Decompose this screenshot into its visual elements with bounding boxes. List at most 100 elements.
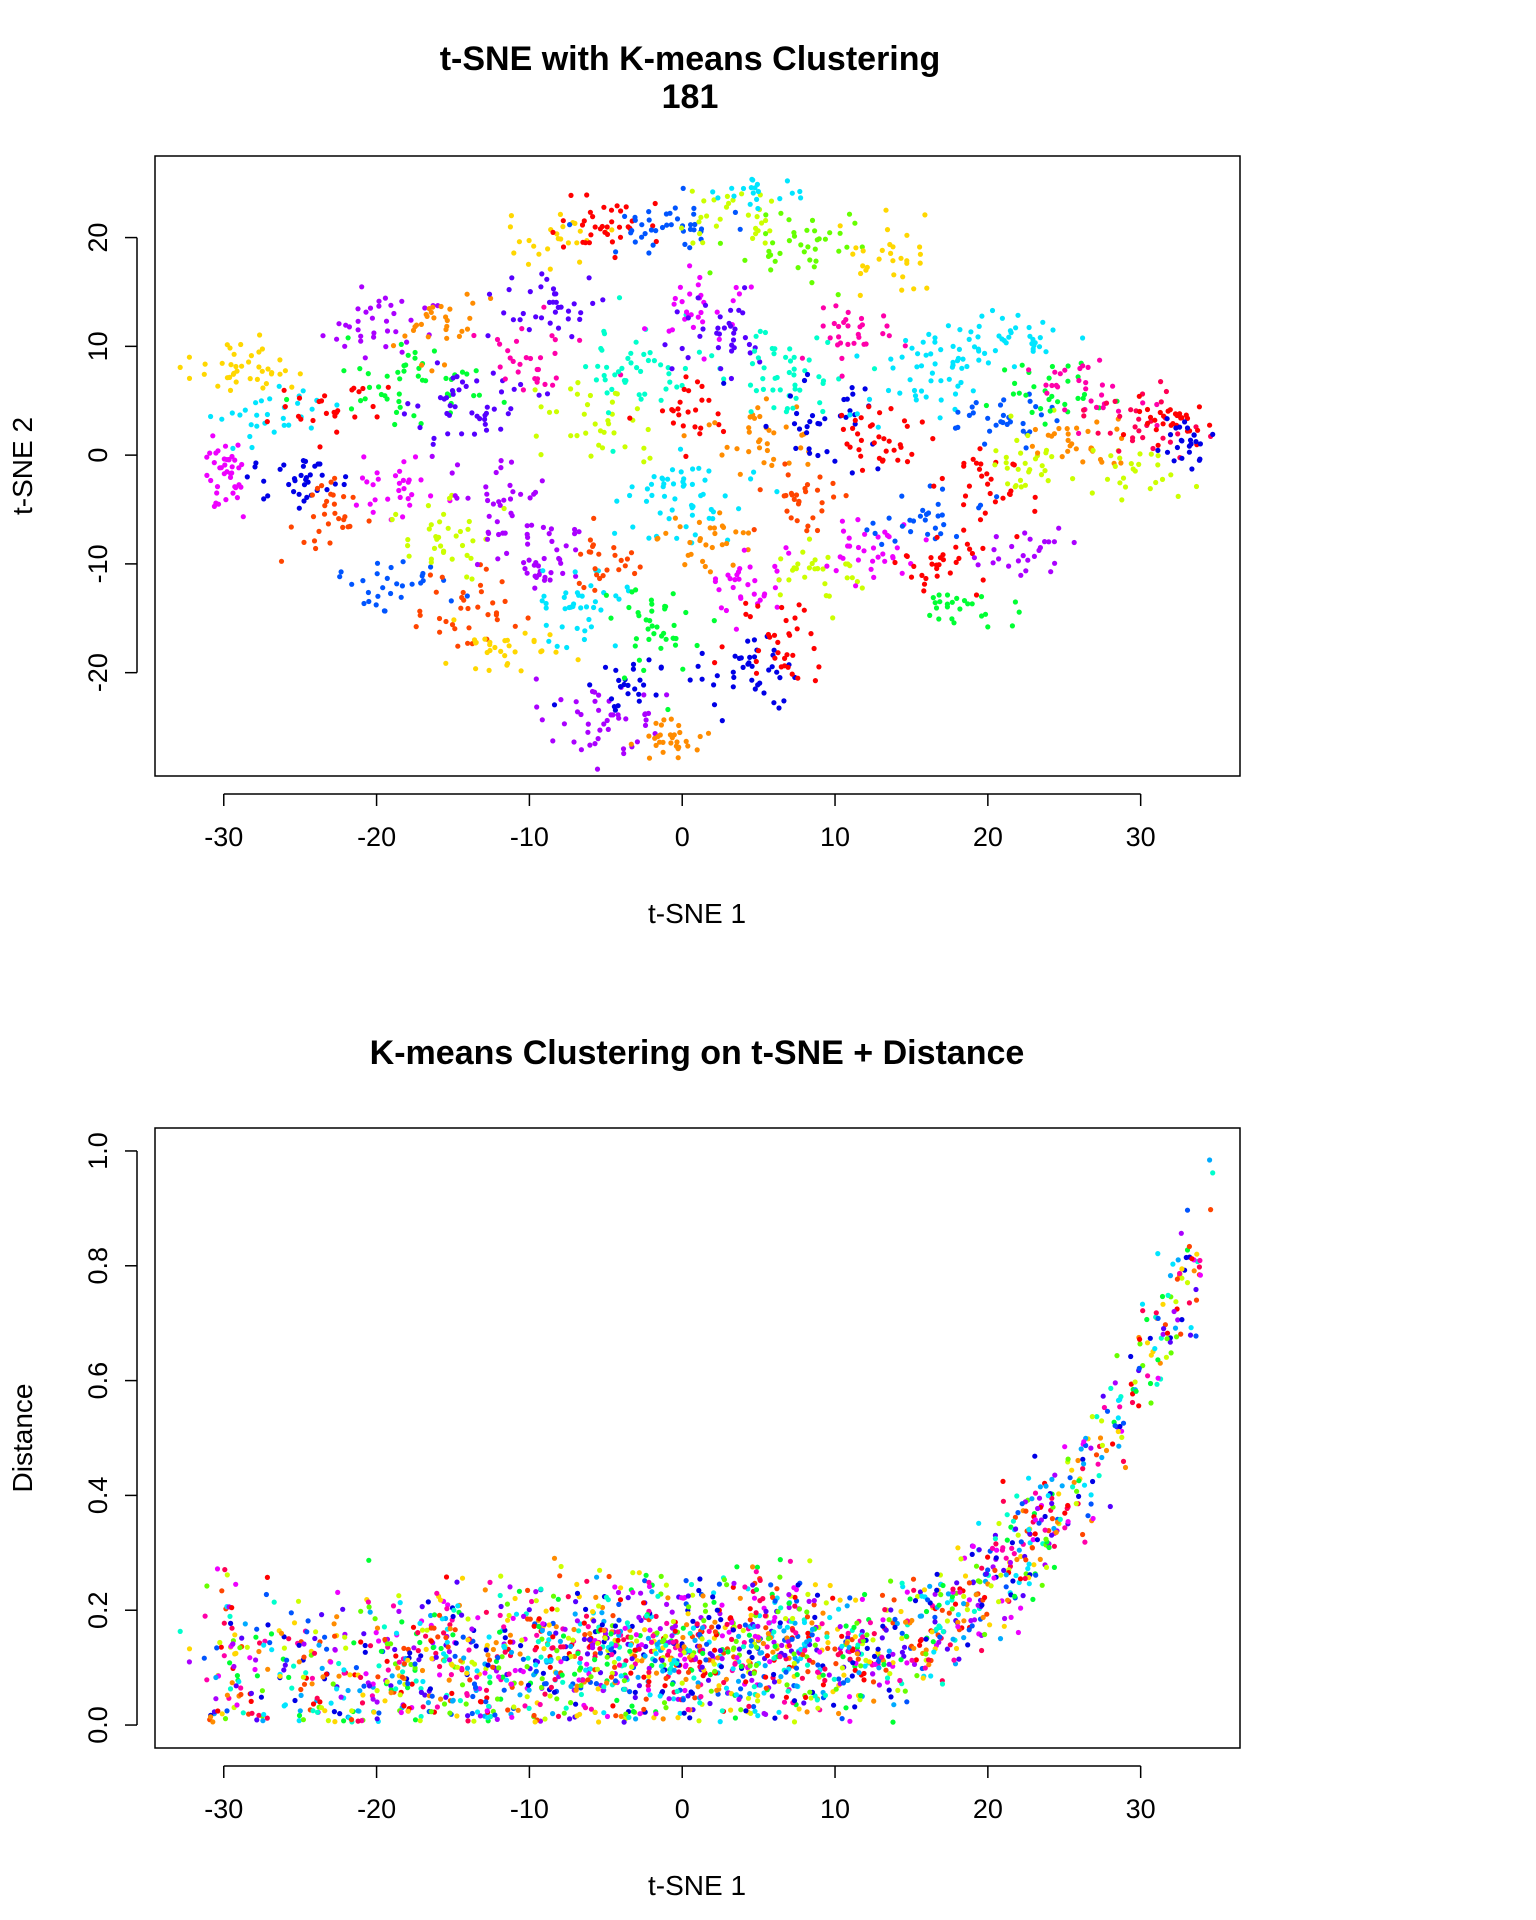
data-point bbox=[465, 1637, 471, 1643]
data-point bbox=[436, 615, 443, 622]
data-point bbox=[376, 303, 382, 309]
data-point bbox=[795, 561, 801, 567]
data-point bbox=[358, 398, 364, 404]
data-point bbox=[545, 1642, 551, 1648]
data-point bbox=[772, 375, 778, 381]
data-point bbox=[543, 1608, 549, 1614]
data-point bbox=[532, 1719, 538, 1725]
data-point bbox=[1099, 1418, 1105, 1424]
data-point bbox=[506, 287, 512, 293]
data-point bbox=[760, 1640, 767, 1647]
data-point bbox=[1001, 1567, 1007, 1573]
data-point bbox=[223, 497, 229, 503]
data-point bbox=[677, 1710, 683, 1716]
data-point bbox=[405, 1681, 411, 1687]
data-point bbox=[935, 513, 941, 519]
data-point bbox=[836, 323, 842, 330]
data-point bbox=[441, 511, 447, 517]
data-point bbox=[574, 709, 581, 715]
data-point bbox=[555, 325, 562, 331]
data-point bbox=[532, 387, 538, 393]
data-point bbox=[553, 649, 559, 655]
data-point bbox=[778, 1674, 784, 1680]
data-point bbox=[412, 324, 418, 330]
data-point bbox=[1170, 1261, 1176, 1267]
data-point bbox=[307, 472, 313, 478]
data-point bbox=[515, 369, 521, 375]
data-point bbox=[923, 537, 929, 543]
data-point bbox=[777, 387, 783, 393]
data-point bbox=[540, 568, 546, 574]
data-point bbox=[653, 1711, 659, 1717]
data-point bbox=[374, 1716, 380, 1722]
data-point bbox=[548, 526, 555, 532]
data-point bbox=[575, 380, 581, 386]
data-point bbox=[456, 333, 462, 339]
data-point bbox=[1032, 426, 1038, 433]
data-point bbox=[871, 440, 877, 446]
data-point bbox=[665, 476, 671, 482]
data-point bbox=[538, 1654, 544, 1660]
data-point bbox=[980, 577, 986, 583]
data-point bbox=[441, 1630, 447, 1636]
data-point bbox=[751, 527, 757, 533]
data-point bbox=[796, 602, 802, 608]
data-point bbox=[231, 351, 237, 357]
data-point bbox=[550, 1645, 556, 1651]
data-point bbox=[584, 402, 591, 408]
data-point bbox=[523, 355, 529, 361]
data-point bbox=[805, 244, 811, 250]
data-point bbox=[710, 189, 716, 195]
data-point bbox=[407, 1650, 413, 1656]
data-point bbox=[572, 1671, 578, 1677]
data-point bbox=[447, 1710, 453, 1716]
data-point bbox=[343, 1645, 349, 1651]
data-point bbox=[966, 412, 973, 418]
data-point bbox=[256, 349, 262, 355]
data-point bbox=[459, 1612, 465, 1618]
data-point bbox=[494, 1716, 500, 1722]
data-point bbox=[700, 319, 706, 325]
data-point bbox=[575, 1650, 581, 1656]
data-point bbox=[790, 652, 796, 658]
data-point bbox=[653, 1651, 659, 1657]
data-point bbox=[1177, 1270, 1183, 1277]
data-point bbox=[787, 346, 793, 352]
data-point bbox=[736, 1646, 743, 1652]
data-point bbox=[1033, 1572, 1039, 1578]
data-point bbox=[474, 1709, 481, 1715]
data-point bbox=[774, 669, 780, 675]
data-point bbox=[520, 310, 526, 317]
data-point bbox=[449, 1690, 455, 1696]
data-point bbox=[1157, 409, 1163, 416]
data-point bbox=[715, 411, 721, 417]
data-point bbox=[764, 441, 770, 447]
data-point bbox=[539, 1676, 545, 1682]
data-point bbox=[811, 1602, 817, 1608]
data-point bbox=[733, 626, 740, 632]
data-point bbox=[1194, 1251, 1200, 1257]
data-point bbox=[1210, 431, 1216, 437]
data-point bbox=[554, 1607, 560, 1613]
x-tick-label: -30 bbox=[204, 822, 243, 852]
data-point bbox=[657, 1693, 663, 1699]
data-point bbox=[695, 282, 701, 288]
data-point bbox=[668, 222, 674, 228]
data-point bbox=[438, 1696, 444, 1702]
data-point bbox=[504, 1677, 510, 1683]
data-point bbox=[837, 1624, 843, 1630]
data-point bbox=[949, 599, 955, 605]
data-point bbox=[782, 655, 788, 662]
data-point bbox=[824, 563, 830, 569]
data-point bbox=[547, 1664, 553, 1670]
data-point bbox=[281, 1645, 287, 1651]
data-point bbox=[853, 583, 859, 589]
data-point bbox=[355, 327, 361, 333]
data-point bbox=[662, 1683, 668, 1689]
data-point bbox=[389, 516, 395, 523]
data-point bbox=[538, 284, 544, 290]
data-point bbox=[763, 423, 769, 429]
data-point bbox=[296, 1659, 302, 1665]
data-point bbox=[416, 1657, 422, 1663]
data-point bbox=[1011, 364, 1018, 370]
